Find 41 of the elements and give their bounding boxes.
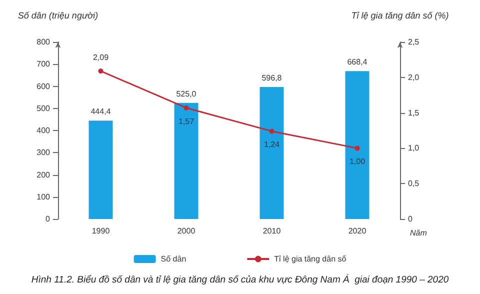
bar	[345, 71, 370, 219]
point	[98, 68, 104, 74]
data-label: 1,57	[178, 116, 195, 126]
y2-tick-label: 2,5	[408, 38, 420, 46]
data-label: 444,4	[90, 107, 112, 116]
y2-tick-label: 2,0	[408, 72, 420, 82]
data-label: 596,8	[262, 73, 282, 82]
y-axis-title: Số dân (triệu người)	[18, 10, 98, 20]
y-tick-label: 0	[46, 214, 51, 224]
data-label: 2,09	[92, 53, 110, 62]
y-tick-label: 800	[36, 38, 51, 46]
bar	[88, 120, 113, 219]
x-tick-label: 2000	[177, 226, 196, 236]
text: Hình 11.2. Biểu đồ số dân và tỉ lệ gia tăng dân số của khu vực Đông Nam Á giai đoạn 1990 – 2020	[31, 274, 450, 286]
y2-tick-label: 0,5	[408, 179, 420, 188]
y2-tick-label: 1,0	[408, 144, 420, 153]
point	[269, 128, 274, 134]
bar	[174, 102, 198, 219]
bar	[260, 86, 284, 219]
legend-label: Tỉ lệ gia tăng dân số	[274, 254, 347, 264]
y-tick-label: 200	[36, 170, 51, 180]
y-tick-label: 300	[36, 148, 51, 158]
x-tick-label: 2020	[348, 226, 367, 236]
y-tick-label: 100	[36, 192, 51, 202]
y2-axis-title: Tỉ lệ gia tăng dân số (%)	[351, 10, 449, 20]
data-label: 1,24	[264, 140, 280, 150]
y2-tick-label: 0	[408, 214, 413, 224]
x-axis-title: Năm	[410, 228, 428, 238]
point	[354, 146, 360, 151]
y-tick-label: 600	[36, 82, 51, 91]
legend-label: Số dân	[160, 254, 186, 264]
data-label: 525,0	[176, 89, 197, 98]
x-tick-label: 1990	[92, 226, 110, 236]
data-label: 668,4	[347, 58, 368, 67]
data-label: 1,00	[349, 157, 366, 166]
point	[184, 105, 189, 110]
y-tick-label: 700	[36, 60, 51, 69]
y-tick-label: 400	[36, 126, 51, 135]
x-tick-label: 2010	[262, 226, 282, 236]
y2-tick-label: 1,5	[408, 108, 420, 118]
y-tick-label: 500	[36, 104, 51, 113]
